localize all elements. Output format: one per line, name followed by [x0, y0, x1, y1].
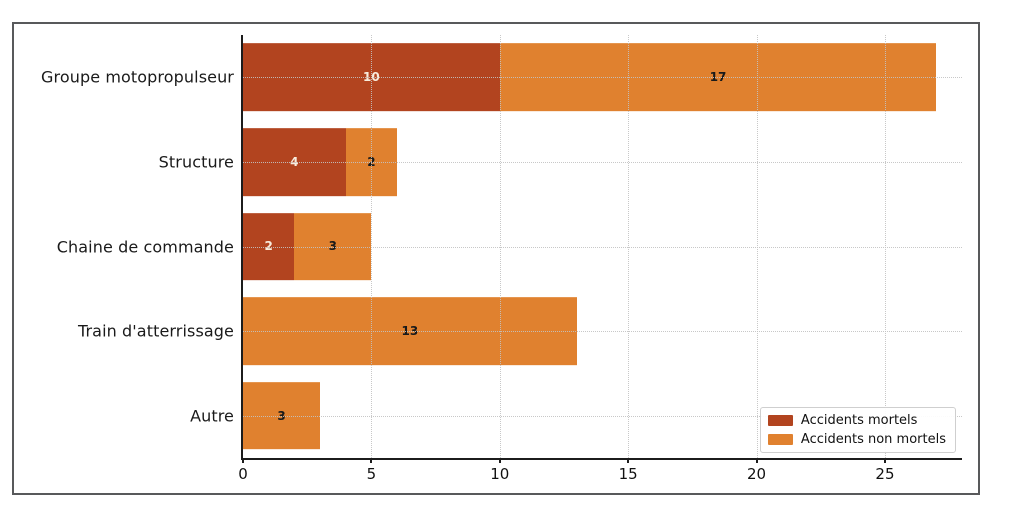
x-tick-label-20: 20	[747, 465, 767, 483]
figure-frame: Groupe motopropulseur Structure Chaine de …	[12, 22, 980, 495]
legend: Accidents mortels Accidents non mortels	[759, 407, 956, 453]
y-axis-spine	[241, 35, 243, 458]
x-tick-label-25: 25	[875, 465, 895, 483]
x-tick-mark-0	[242, 458, 244, 463]
x-tick-mark-20	[755, 458, 758, 463]
gridline-y-4	[243, 415, 962, 417]
y-axis-label: Autre	[190, 406, 234, 426]
bar-value-label: 3	[328, 239, 338, 254]
x-tick-mark-5	[370, 458, 373, 463]
x-tick-label-15: 15	[618, 465, 638, 483]
y-axis-label: Chaine de commande	[56, 237, 234, 256]
plot-area: Accidents mortels Accidents non mortels 0…	[238, 35, 962, 483]
x-tick-mark-10	[498, 458, 501, 463]
x-tick-label-0: 0	[238, 465, 248, 483]
bar-value-label: 2	[367, 154, 376, 169]
gridline-y-2	[243, 246, 962, 248]
x-tick-label-10: 10	[490, 465, 510, 483]
legend-item: Accidents non mortels	[767, 432, 946, 447]
gridline-y-3	[243, 331, 962, 333]
x-tick-mark-15	[627, 458, 630, 463]
y-axis-label: Groupe motopropulseur	[41, 67, 234, 87]
bar-value-label: 17	[709, 70, 727, 85]
bar-value-label: 13	[401, 324, 419, 339]
gridline-y-0	[243, 77, 962, 79]
legend-swatch	[767, 434, 793, 445]
legend-label: Accidents mortels	[800, 413, 918, 428]
bar-value-label: 4	[290, 154, 299, 169]
gridline-y-1	[243, 161, 962, 163]
bar-value-label: 10	[363, 70, 380, 85]
legend-label: Accidents non mortels	[800, 432, 946, 447]
x-axis-spine	[241, 458, 962, 460]
y-axis-label: Train d'atterrissage	[77, 321, 234, 341]
y-axis-labels: Groupe motopropulseur Structure Chaine de …	[14, 35, 234, 458]
y-axis-label: Structure	[158, 152, 234, 172]
legend-swatch	[767, 415, 793, 426]
x-tick-label-5: 5	[366, 465, 377, 483]
legend-item: Accidents mortels	[767, 413, 946, 428]
bar-value-label: 3	[277, 408, 286, 423]
bar-value-label: 2	[264, 239, 273, 254]
x-tick-mark-25	[883, 458, 886, 463]
